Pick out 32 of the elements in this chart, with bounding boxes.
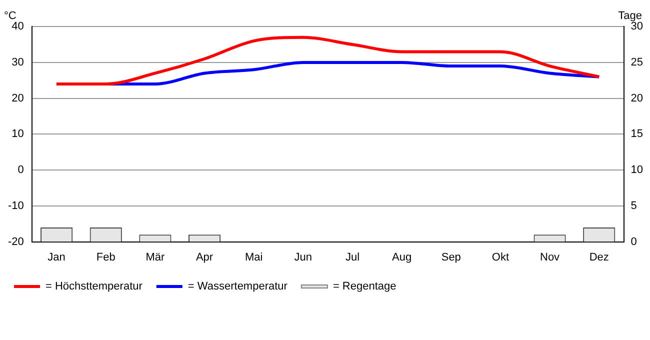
- y2-tick-label: 0: [630, 236, 637, 248]
- legend-label: = Höchsttemperatur: [46, 280, 143, 293]
- y-tick-label: 10: [12, 128, 24, 140]
- y-tick-label: 30: [12, 56, 24, 68]
- y-tick-label: -10: [8, 200, 24, 212]
- y2-tick-label: 10: [630, 164, 644, 176]
- x-tick-label: Jul: [345, 251, 360, 264]
- line-series: [55, 36, 601, 86]
- x-tick-label: Dez: [589, 251, 609, 264]
- y-axis-title: °C: [4, 10, 16, 22]
- y2-tick-label: 20: [630, 92, 644, 104]
- x-tick-label: Jun: [294, 251, 312, 264]
- x-tick-label: Mai: [244, 251, 263, 264]
- x-tick-label: Jan: [48, 251, 66, 264]
- y2-tick-label: 15: [630, 128, 644, 140]
- x-tick-label: Mär: [146, 251, 166, 264]
- y2-tick-label: 25: [630, 56, 644, 68]
- y2-tick-label: 5: [630, 200, 637, 212]
- legend-label: = Wassertemperatur: [188, 280, 288, 293]
- y-tick-label: 0: [18, 164, 24, 176]
- x-tick-label: Apr: [196, 251, 214, 264]
- y2-tick-label: 30: [630, 20, 644, 33]
- x-tick-label: Nov: [540, 251, 560, 264]
- y-tick-label: 20: [12, 92, 24, 104]
- x-tick-label: Sep: [441, 251, 461, 264]
- y-tick-label: -20: [8, 236, 24, 248]
- x-tick-label: Okt: [492, 251, 510, 264]
- legend-label: = Regentage: [332, 280, 396, 293]
- y-tick-label: 40: [12, 20, 24, 33]
- x-tick-label: Aug: [392, 251, 412, 264]
- x-tick-label: Feb: [96, 251, 116, 264]
- y2-axis-title: Tage: [618, 10, 642, 22]
